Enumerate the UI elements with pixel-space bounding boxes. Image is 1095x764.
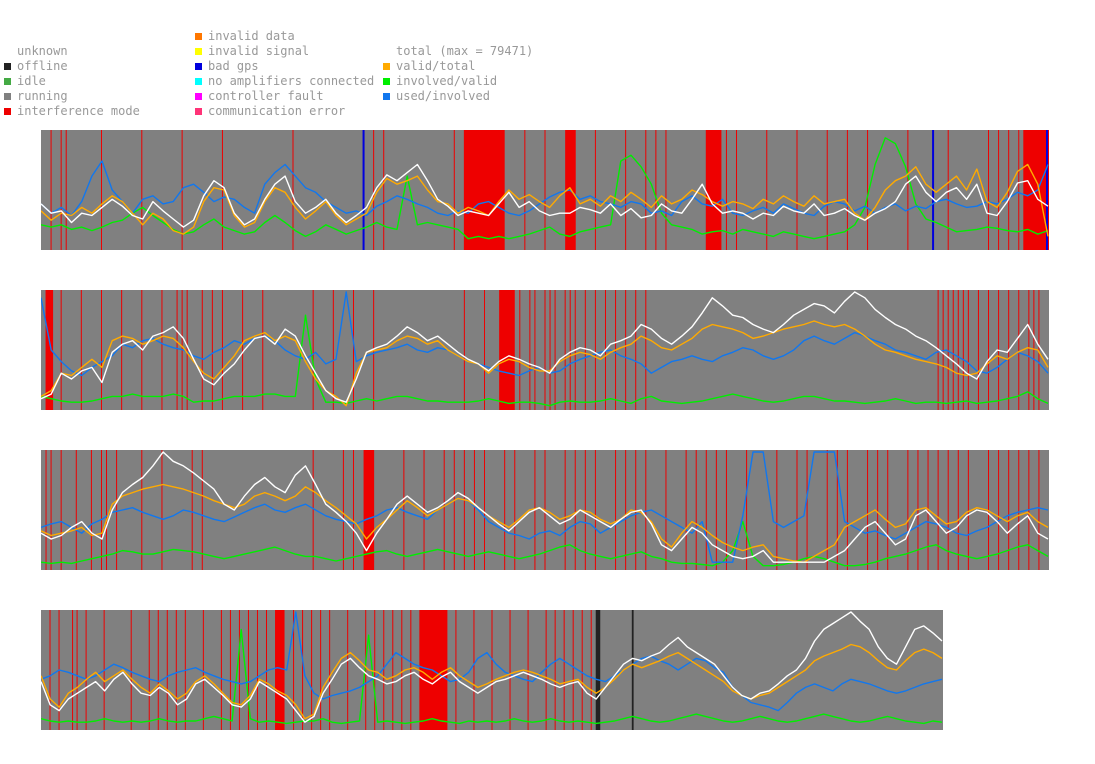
timeline-panel-3 [41,450,1049,570]
legend-label: offline [17,59,68,73]
legend-swatch [383,93,390,100]
legend-label: communication error [208,104,346,118]
series-line-involved [41,520,1049,567]
legend-label: invalid signal [208,44,310,58]
interference-band [275,610,285,730]
timeline-svg [41,290,1049,410]
series-line-valid [41,163,1049,237]
legend-swatch [4,48,11,55]
legend-swatch [4,78,11,85]
series-line-used [41,451,1049,563]
series-line-involved [41,137,1049,240]
legend-label: bad gps [208,59,259,73]
legend-label: invalid data [208,29,295,43]
series-line-used [41,611,943,712]
series-line-total [41,291,1049,403]
legend-swatch [383,78,390,85]
legend-swatch [195,108,202,115]
legend-swatch [383,63,390,70]
offline-band [631,610,634,730]
legend-swatch [4,93,11,100]
timeline-panel-4 [41,610,943,730]
legend-label: controller fault [208,89,324,103]
series-line-total [41,451,1049,563]
legend-swatch [195,78,202,85]
legend-swatch [4,63,11,70]
legend-label: no amplifiers connected [208,74,375,88]
legend-swatch [195,48,202,55]
timeline-panel-2 [41,290,1049,410]
timeline-panel-1 [41,130,1049,250]
series-line-valid [41,483,1049,563]
timeline-svg [41,130,1049,250]
series-line-involved [41,314,1049,407]
legend-swatch [195,63,202,70]
legend-swatch [4,108,11,115]
legend-label: total (max = 79471) [396,44,534,58]
legend-label: interference mode [17,104,140,118]
interference-band [706,130,722,250]
interference-band [46,290,54,410]
legend-label: running [17,89,68,103]
series-line-valid [41,643,943,720]
legend-swatch [195,33,202,40]
legend-label: involved/valid [396,74,498,88]
timeline-svg [41,450,1049,570]
series-line-total [41,163,1049,228]
interference-band [363,450,374,570]
timeline-svg [41,610,943,730]
interference-band [499,290,515,410]
legend-label: unknown [17,44,68,58]
legend-label: used/involved [396,89,490,103]
interference-band [464,130,505,250]
series-line-involved [41,628,943,725]
legend-label: idle [17,74,46,88]
series-line-total [41,611,943,723]
offline-band [595,610,601,730]
legend-label: valid/total [396,59,476,73]
legend-swatch [195,93,202,100]
legend-swatch [383,48,390,55]
